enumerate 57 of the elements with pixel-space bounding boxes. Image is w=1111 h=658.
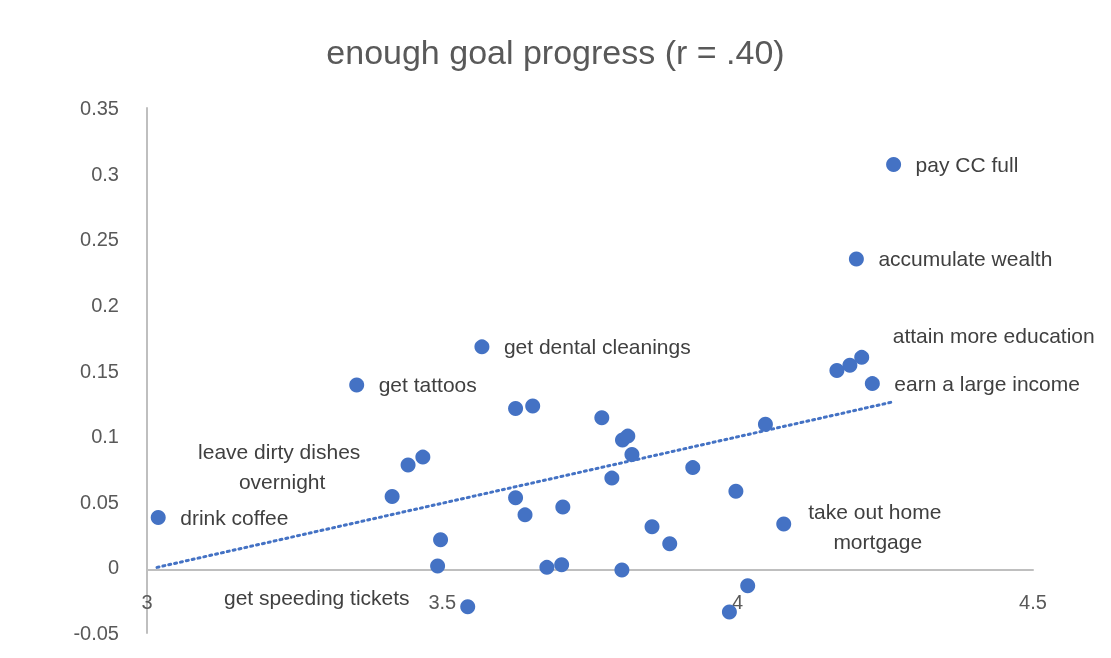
point [474, 339, 490, 355]
annotation: get speeding tickets [223, 585, 410, 609]
y-tick-label: 0.2 [91, 293, 119, 316]
annotation: earn a large income [894, 372, 1080, 396]
y-tick-label: 0 [107, 556, 119, 579]
point [539, 559, 555, 575]
x-tick-label: 4 [732, 590, 744, 613]
point [349, 377, 365, 393]
point [555, 499, 571, 515]
point [508, 490, 524, 506]
point [525, 398, 541, 414]
annotation: attain more education [892, 323, 1095, 347]
y-tick-label: 0.3 [91, 162, 119, 185]
point [776, 516, 792, 532]
annotation: get tattoos [378, 373, 477, 397]
point [848, 251, 864, 267]
point [886, 156, 902, 172]
point [829, 363, 845, 378]
point [594, 410, 610, 426]
y-tick-label: 0.35 [80, 97, 119, 119]
point [728, 483, 744, 499]
annotation: take out home mortgage [808, 499, 948, 553]
point [433, 532, 449, 548]
point [400, 457, 416, 473]
x-tick-label: 3.5 [428, 590, 457, 613]
point [740, 578, 756, 594]
point [554, 557, 570, 573]
x-tick-label: 3 [141, 590, 153, 613]
annotation: pay CC full [915, 152, 1019, 176]
point [662, 536, 678, 552]
x-tick-label: 4.5 [1019, 590, 1047, 613]
point [415, 449, 431, 465]
point [757, 416, 773, 432]
point [604, 470, 620, 486]
point [620, 428, 636, 444]
point [624, 447, 640, 462]
point [508, 401, 524, 417]
point [517, 507, 533, 523]
y-tick-label: 0.15 [80, 359, 119, 382]
point [864, 376, 880, 392]
annotation: accumulate wealth [878, 247, 1053, 271]
point [854, 349, 870, 365]
chart-title: enough goal progress (r = .40) [326, 33, 785, 71]
y-tick-label: -0.05 [73, 622, 119, 644]
point [614, 562, 630, 578]
point [150, 510, 166, 525]
y-tick-label: 0.1 [91, 425, 119, 448]
point [842, 357, 858, 373]
point [644, 519, 660, 535]
point [430, 558, 446, 574]
point [685, 460, 701, 476]
y-tick-label: 0.25 [80, 228, 119, 251]
point [384, 489, 400, 504]
annotation: get dental cleanings [503, 335, 691, 359]
point [460, 599, 476, 615]
y-tick-label: 0.05 [80, 490, 119, 513]
annotation: drink coffee [180, 506, 289, 529]
